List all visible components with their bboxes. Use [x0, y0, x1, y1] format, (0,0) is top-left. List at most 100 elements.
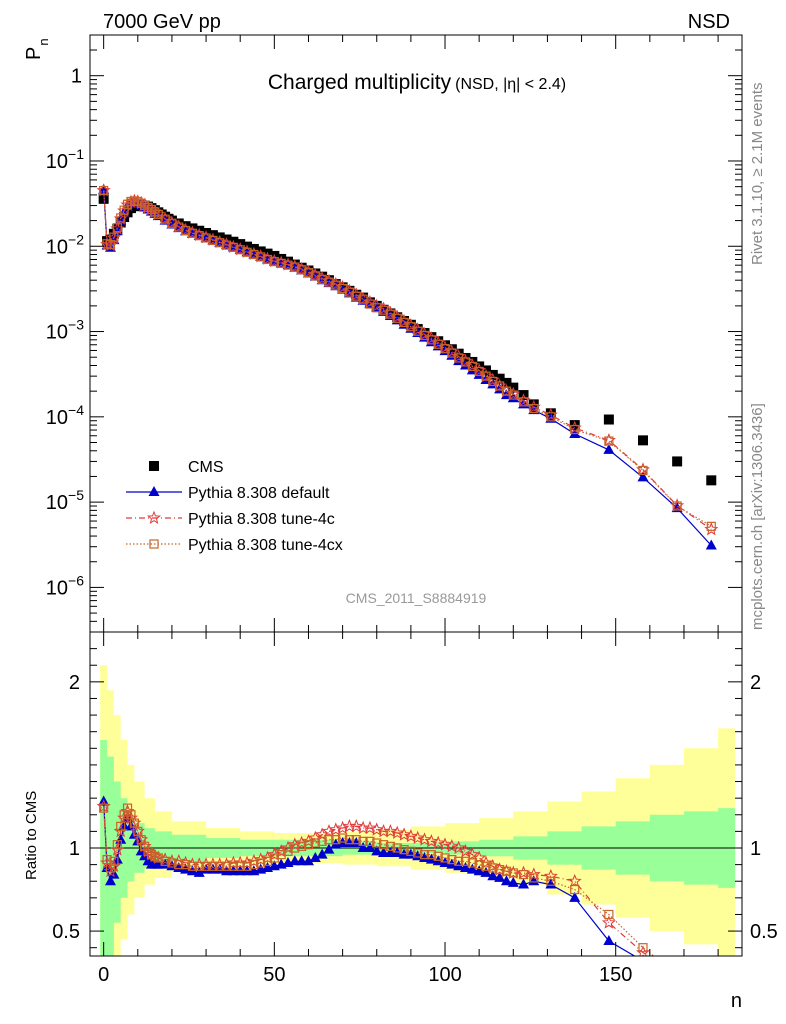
ratio-line-pythia-8-308-tune-4cx: [103, 806, 655, 956]
ratio-point-pythia-8-308-default: [419, 851, 431, 862]
top-point-pythia-8-308-tune-4cx: [235, 245, 245, 255]
ratio-point-pythia-8-308-tune-4cx: [474, 860, 484, 870]
ratio-point-pythia-8-308-default: [193, 866, 205, 877]
ratio-point-pythia-8-308-tune-4cx: [180, 860, 191, 870]
top-point-pythia-8-308-tune-4cx: [215, 238, 225, 248]
top-point-pythia-8-308-tune-4cx: [187, 228, 198, 238]
top-point-pythia-8-308-default: [507, 392, 519, 403]
ratio-point-pythia-8-308-tune-4cx: [109, 856, 119, 866]
ratio-point-pythia-8-308-tune-4c: [526, 867, 541, 881]
ratio-point-pythia-8-308-tune-4cx: [638, 943, 648, 953]
ratio-point-pythia-8-308-default: [487, 870, 499, 881]
top-point-cms: [494, 373, 505, 384]
top-point-pythia-8-308-tune-4cx: [201, 233, 211, 243]
ratio-point-pythia-8-308-tune-4cx: [167, 858, 177, 868]
top-y-tick-label: 10−5: [46, 487, 84, 514]
top-point-pythia-8-308-default: [603, 443, 615, 454]
top-point-pythia-8-308-default: [637, 471, 649, 482]
ratio-point-pythia-8-308-tune-4cx: [440, 853, 450, 863]
ratio-point-pythia-8-308-tune-4cx: [378, 840, 389, 850]
ratio-point-pythia-8-308-tune-4c: [431, 835, 446, 850]
ratio-point-pythia-8-308-default: [473, 865, 485, 876]
ratio-point-pythia-8-308-tune-4cx: [221, 861, 232, 871]
ratio-point-pythia-8-308-default: [494, 871, 506, 882]
top-point-pythia-8-308-tune-4cx: [467, 361, 477, 372]
ratio-y-tick-label: 2: [69, 672, 80, 694]
bottom-ticks-group: 0.5 0.5 1 1 2 2 0 50 100 150: [52, 632, 778, 986]
legend-entry-cms: CMS: [149, 459, 224, 476]
ratio-point-pythia-8-308-tune-4cx: [365, 836, 375, 846]
ratio-point-pythia-8-308-default: [480, 866, 492, 877]
top-point-pythia-8-308-tune-4cx: [447, 348, 457, 358]
top-point-pythia-8-308-tune-4cx: [221, 240, 232, 250]
outer-uncertainty-band: [100, 665, 736, 956]
top-y-tick-label: 10−4: [46, 402, 84, 429]
x-tick-label: 0: [98, 964, 109, 986]
ratio-point-pythia-8-308-tune-4c: [444, 838, 459, 853]
ratio-point-pythia-8-308-default: [466, 863, 478, 874]
top-point-pythia-8-308-tune-4cx: [242, 247, 252, 257]
top-y-tick-label: 10−1: [46, 146, 84, 173]
y-axis-label-bottom: Ratio to CMS: [23, 791, 40, 880]
ratio-y-tick-label-right: 1: [750, 838, 761, 860]
top-point-pythia-8-308-tune-4cx: [228, 242, 238, 252]
ratio-point-pythia-8-308-tune-4c: [465, 847, 480, 861]
top-point-pythia-8-308-tune-4cx: [474, 366, 484, 377]
ratio-y-tick-label: 0.5: [52, 921, 80, 943]
ratio-point-pythia-8-308-default: [528, 875, 540, 886]
ratio-point-pythia-8-308-tune-4c: [567, 873, 582, 888]
ratio-point-pythia-8-308-tune-4cx: [235, 861, 245, 871]
ratio-point-pythia-8-308-tune-4cx: [303, 840, 314, 850]
analysis-id: CMS_2011_S8884919: [346, 590, 487, 606]
ratio-point-pythia-8-308-default: [302, 855, 314, 866]
ratio-point-pythia-8-308-tune-4c: [654, 958, 665, 969]
legend-marker-pythia-8-308-tune-4c: [147, 510, 161, 525]
ratio-point-pythia-8-308-default: [459, 861, 471, 872]
top-point-pythia-8-308-tune-4cx: [262, 254, 273, 265]
ratio-point-pythia-8-308-tune-4cx: [297, 841, 307, 851]
ratio-point-pythia-8-308-tune-4cx: [201, 861, 211, 871]
ratio-point-pythia-8-308-tune-4cx: [310, 838, 320, 848]
top-point-pythia-8-308-tune-4cx: [99, 185, 109, 196]
ratio-point-pythia-8-308-tune-4cx: [419, 850, 430, 860]
top-point-pythia-8-308-tune-4cx: [303, 268, 314, 278]
top-point-pythia-8-308-tune-4cx: [518, 397, 529, 407]
top-point-cms: [603, 414, 614, 425]
ratio-point-pythia-8-308-default: [500, 875, 512, 886]
ratio-point-pythia-8-308-default: [309, 851, 321, 862]
ratio-point-pythia-8-308-tune-4cx: [392, 843, 402, 853]
top-point-pythia-8-308-tune-4cx: [256, 252, 266, 262]
ratio-point-pythia-8-308-tune-4cx: [351, 835, 361, 845]
ratio-point-pythia-8-308-tune-4c: [369, 822, 384, 836]
ratio-point-pythia-8-308-tune-4cx: [208, 861, 218, 871]
ratio-point-pythia-8-308-tune-4cx: [317, 836, 327, 846]
bottom-series-group: [96, 795, 665, 969]
ratio-point-pythia-8-308-tune-4c: [451, 840, 466, 855]
ratio-point-pythia-8-308-tune-4cx: [249, 860, 259, 870]
top-point-pythia-8-308-tune-4cx: [249, 249, 259, 260]
ratio-point-pythia-8-308-default: [603, 935, 615, 946]
legend-entry-pythia-8-308-tune-4cx: Pythia 8.308 tune-4cx: [126, 537, 343, 554]
top-point-pythia-8-308-tune-4cx: [180, 225, 191, 236]
ratio-point-pythia-8-308-tune-4cx: [604, 909, 614, 920]
ratio-point-pythia-8-308-tune-4cx: [481, 861, 491, 871]
ratio-point-pythia-8-308-tune-4c: [417, 832, 432, 846]
ratio-point-pythia-8-308-tune-4c: [438, 837, 452, 851]
top-y-tick-label: 10−6: [46, 572, 84, 599]
ratio-point-pythia-8-308-default: [104, 875, 116, 886]
ratio-point-pythia-8-308-default: [108, 868, 120, 879]
ratio-point-pythia-8-308-default: [173, 861, 185, 872]
ratio-point-pythia-8-308-tune-4cx: [488, 863, 498, 873]
x-tick-label: 100: [428, 964, 461, 986]
top-point-pythia-8-308-tune-4cx: [546, 412, 556, 422]
legend-marker-pythia-8-308-default: [148, 486, 160, 496]
top-line-pythia-8-308-tune-4c: [103, 190, 712, 530]
top-point-pythia-8-308-tune-4cx: [508, 390, 518, 400]
ratio-point-pythia-8-308-tune-4cx: [160, 856, 170, 866]
x-axis-label: n: [731, 990, 742, 1012]
top-point-cms: [672, 456, 683, 467]
ratio-point-pythia-8-308-tune-4cx: [283, 846, 293, 856]
ratio-y-tick-label-right: 2: [750, 672, 761, 694]
chart-title: Charged multiplicity (NSD, |η| < 2.4): [268, 71, 566, 94]
top-point-pythia-8-308-tune-4cx: [208, 235, 218, 246]
